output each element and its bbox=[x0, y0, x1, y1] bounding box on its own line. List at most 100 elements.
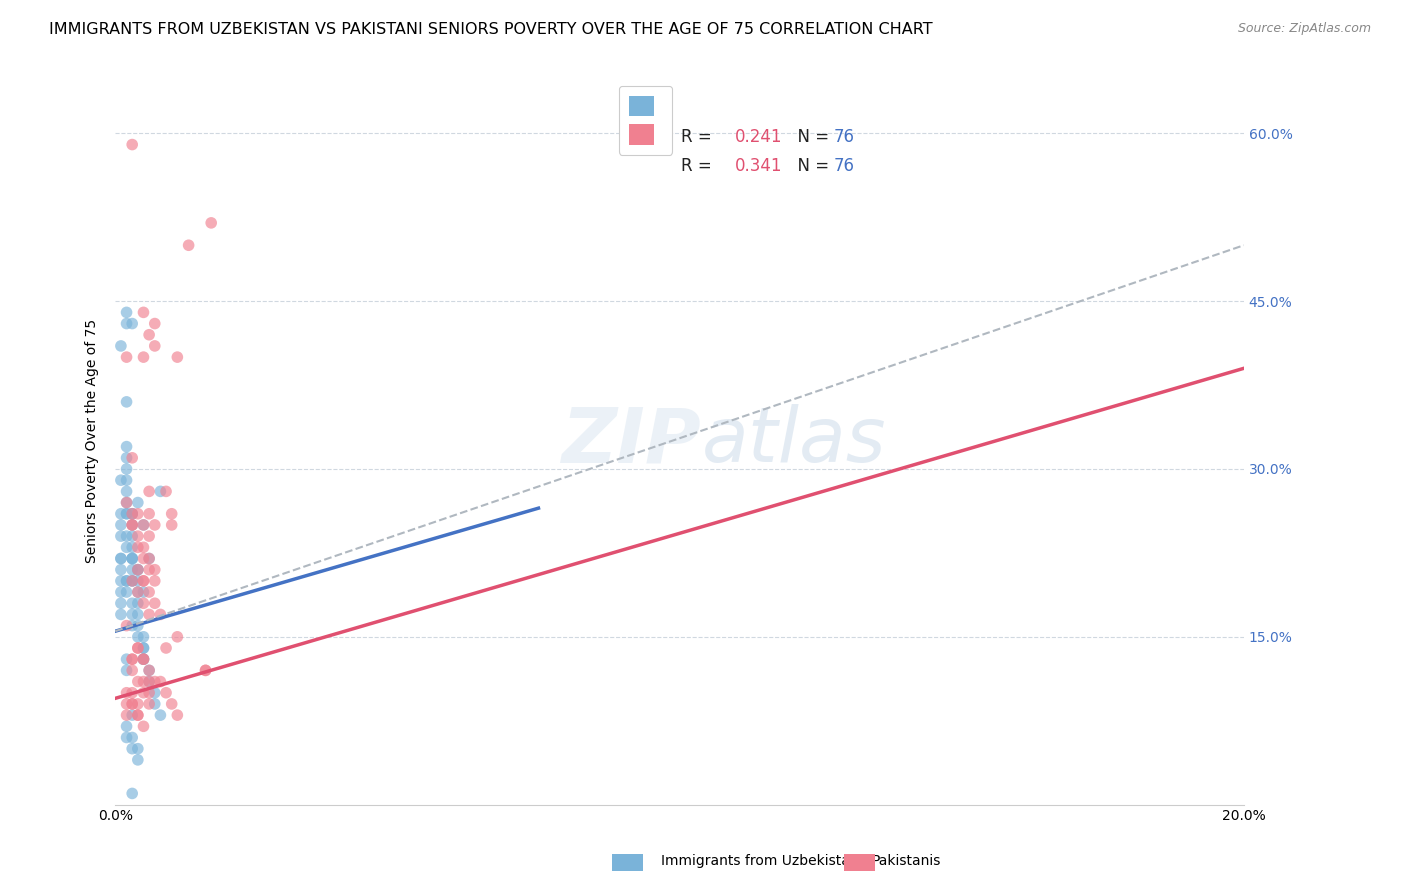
Point bbox=[121, 450, 143, 465]
Point bbox=[127, 708, 149, 723]
Point bbox=[115, 350, 138, 364]
Point bbox=[115, 652, 138, 666]
Point bbox=[138, 664, 160, 678]
Text: R =: R = bbox=[682, 128, 717, 146]
Point bbox=[110, 551, 132, 566]
Point bbox=[115, 529, 138, 543]
Point bbox=[110, 563, 132, 577]
Point bbox=[115, 618, 138, 632]
Point bbox=[121, 664, 143, 678]
Point bbox=[121, 574, 143, 588]
Text: Source: ZipAtlas.com: Source: ZipAtlas.com bbox=[1237, 22, 1371, 36]
Point bbox=[127, 640, 149, 655]
Point bbox=[121, 574, 143, 588]
Point bbox=[160, 697, 183, 711]
Point bbox=[121, 507, 143, 521]
Point bbox=[138, 507, 160, 521]
Point bbox=[132, 517, 155, 532]
Point bbox=[194, 664, 217, 678]
Point bbox=[115, 484, 138, 499]
Point bbox=[115, 507, 138, 521]
Point bbox=[132, 652, 155, 666]
Point bbox=[115, 317, 138, 331]
Point bbox=[121, 686, 143, 700]
Point bbox=[143, 686, 166, 700]
Point bbox=[127, 618, 149, 632]
Point bbox=[121, 507, 143, 521]
Point bbox=[115, 541, 138, 555]
Point bbox=[110, 339, 132, 353]
Text: 76: 76 bbox=[834, 157, 855, 176]
Point bbox=[127, 741, 149, 756]
Text: atlas: atlas bbox=[702, 404, 887, 478]
Point bbox=[115, 574, 138, 588]
Point bbox=[121, 574, 143, 588]
Point bbox=[132, 551, 155, 566]
Point bbox=[115, 495, 138, 509]
Point bbox=[143, 596, 166, 610]
Point bbox=[155, 640, 177, 655]
Point bbox=[121, 517, 143, 532]
Point bbox=[115, 395, 138, 409]
Point bbox=[110, 585, 132, 599]
Point bbox=[115, 495, 138, 509]
Point bbox=[121, 731, 143, 745]
Point bbox=[127, 563, 149, 577]
Point bbox=[200, 216, 222, 230]
Point bbox=[143, 574, 166, 588]
Point bbox=[121, 529, 143, 543]
Text: N =: N = bbox=[787, 128, 834, 146]
Point bbox=[110, 551, 132, 566]
Point bbox=[149, 708, 172, 723]
Point bbox=[127, 585, 149, 599]
Point bbox=[143, 563, 166, 577]
Point bbox=[121, 317, 143, 331]
Point bbox=[121, 708, 143, 723]
Point bbox=[115, 664, 138, 678]
Point bbox=[138, 563, 160, 577]
Point bbox=[138, 551, 160, 566]
Point bbox=[127, 708, 149, 723]
Point bbox=[127, 574, 149, 588]
Point bbox=[155, 484, 177, 499]
Point bbox=[138, 484, 160, 499]
Point bbox=[121, 551, 143, 566]
Point bbox=[166, 708, 188, 723]
Point bbox=[121, 741, 143, 756]
Point bbox=[138, 551, 160, 566]
Point bbox=[127, 563, 149, 577]
Point bbox=[155, 686, 177, 700]
Point bbox=[115, 473, 138, 487]
Point bbox=[138, 664, 160, 678]
Point bbox=[177, 238, 200, 252]
Point bbox=[132, 652, 155, 666]
Point bbox=[115, 697, 138, 711]
Point bbox=[149, 607, 172, 622]
Point bbox=[127, 596, 149, 610]
Point bbox=[121, 137, 143, 152]
Point bbox=[121, 563, 143, 577]
Point bbox=[121, 551, 143, 566]
Point bbox=[132, 640, 155, 655]
Point bbox=[121, 541, 143, 555]
Point bbox=[132, 585, 155, 599]
Point bbox=[115, 462, 138, 476]
Text: IMMIGRANTS FROM UZBEKISTAN VS PAKISTANI SENIORS POVERTY OVER THE AGE OF 75 CORRE: IMMIGRANTS FROM UZBEKISTAN VS PAKISTANI … bbox=[49, 22, 932, 37]
Point bbox=[127, 630, 149, 644]
Point bbox=[138, 529, 160, 543]
Point bbox=[121, 697, 143, 711]
Text: Pakistanis: Pakistanis bbox=[872, 855, 941, 868]
Point bbox=[127, 495, 149, 509]
Point bbox=[115, 450, 138, 465]
Y-axis label: Seniors Poverty Over the Age of 75: Seniors Poverty Over the Age of 75 bbox=[86, 319, 100, 563]
Point bbox=[115, 719, 138, 733]
Point bbox=[110, 574, 132, 588]
Point bbox=[110, 473, 132, 487]
Point bbox=[121, 551, 143, 566]
Text: Immigrants from Uzbekistan: Immigrants from Uzbekistan bbox=[661, 855, 859, 868]
Point bbox=[132, 574, 155, 588]
Point bbox=[143, 674, 166, 689]
Point bbox=[121, 697, 143, 711]
Point bbox=[143, 339, 166, 353]
Legend: , : , bbox=[619, 86, 672, 155]
